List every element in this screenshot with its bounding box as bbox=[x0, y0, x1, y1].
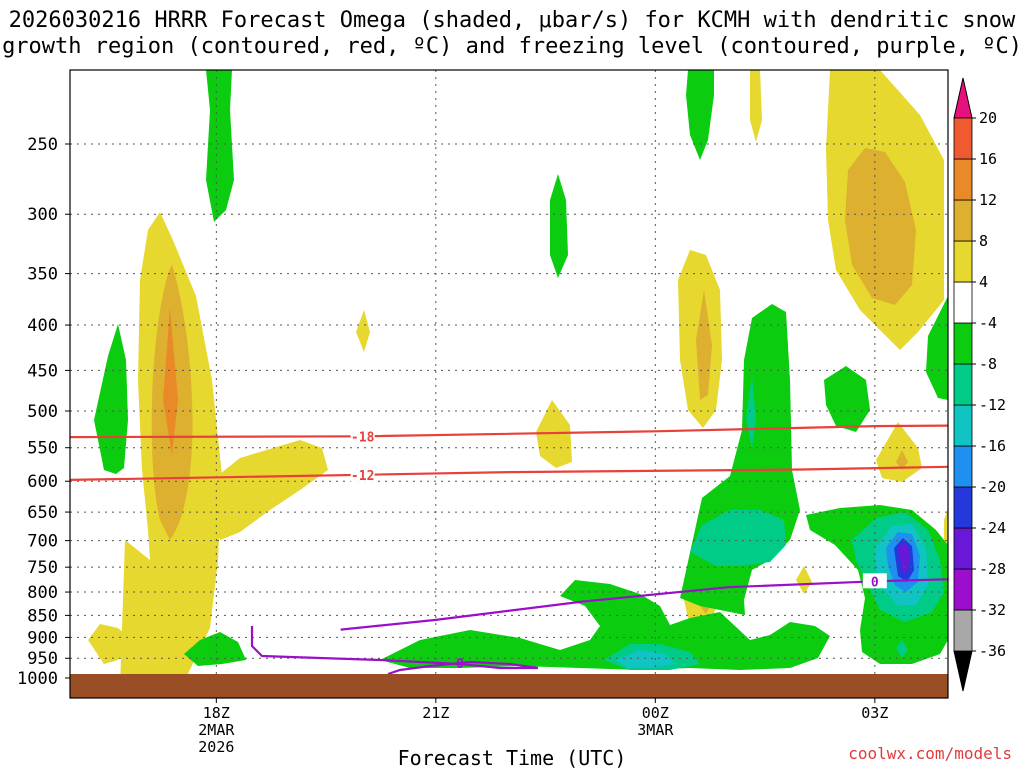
omega-region-10 bbox=[88, 624, 134, 664]
colorbar-label-4: -20 bbox=[979, 478, 1006, 496]
contour-label-bg-1-0 bbox=[350, 428, 375, 444]
colorbar-swatch-0 bbox=[953, 609, 973, 652]
contour-label-2-0: 0 bbox=[871, 575, 879, 590]
y-tick-label-750: 750 bbox=[27, 558, 58, 578]
contour-line-1 bbox=[70, 424, 948, 439]
x-tick-label-3-0: 21Z bbox=[422, 704, 449, 722]
x-tick-label-9-0: 03Z bbox=[861, 704, 888, 722]
y-tick-label-950: 950 bbox=[27, 649, 58, 669]
colorbar-label-2: -28 bbox=[979, 560, 1006, 578]
colorbar-swatch-9 bbox=[953, 240, 973, 283]
colorbar-swatch-10 bbox=[953, 199, 973, 242]
omega-region-27 bbox=[690, 510, 786, 566]
omega-region-12 bbox=[845, 148, 916, 305]
chart-title-line1: 2026030216 HRRR Forecast Omega (shaded, … bbox=[8, 8, 1016, 33]
y-tick-label-250: 250 bbox=[27, 135, 58, 155]
omega-region-13 bbox=[750, 70, 762, 142]
y-tick-label-700: 700 bbox=[27, 532, 58, 552]
y-tick-label-850: 850 bbox=[27, 606, 58, 626]
colorbar-label-5: -16 bbox=[979, 437, 1006, 455]
omega-region-3 bbox=[200, 440, 328, 540]
colorbar-label-13: 20 bbox=[979, 109, 997, 127]
omega-region-22 bbox=[686, 70, 714, 160]
colorbar-swatch-3 bbox=[953, 486, 973, 529]
colorbar-label-3: -24 bbox=[979, 519, 1006, 537]
y-tick-label-600: 600 bbox=[27, 472, 58, 492]
colorbar-swatch-8 bbox=[953, 281, 973, 324]
x-axis-label: Forecast Time (UTC) bbox=[397, 746, 627, 770]
colorbar-label-9: 4 bbox=[979, 273, 988, 291]
y-tick-label-800: 800 bbox=[27, 583, 58, 603]
plot-frame bbox=[69, 69, 949, 699]
omega-region-20 bbox=[184, 632, 246, 666]
omega-region-21 bbox=[550, 174, 568, 278]
omega-region-23 bbox=[380, 580, 830, 670]
omega-region-4 bbox=[356, 310, 370, 352]
contour-label-bg-0-0 bbox=[350, 466, 375, 482]
colorbar-swatch-11 bbox=[953, 158, 973, 201]
x-tick-label-0-1: 2MAR bbox=[198, 721, 235, 739]
x-tick-label-6-1: 3MAR bbox=[637, 721, 674, 739]
y-tick-label-1000: 1000 bbox=[17, 669, 58, 689]
y-tick-label-350: 350 bbox=[27, 265, 58, 285]
omega-region-34 bbox=[898, 542, 910, 574]
colorbar-label-7: -8 bbox=[979, 355, 997, 373]
omega-region-35 bbox=[824, 366, 870, 432]
omega-region-2 bbox=[163, 308, 178, 455]
contour-label-bg-2-0 bbox=[862, 573, 887, 589]
colorbar-swatch-1 bbox=[953, 568, 973, 611]
colorbar-label-12: 16 bbox=[979, 150, 997, 168]
contour-line-0 bbox=[70, 465, 948, 481]
colorbar-swatch-6 bbox=[953, 363, 973, 406]
x-tick-label-0-0: 18Z bbox=[203, 704, 230, 722]
colorbar-label-1: -32 bbox=[979, 601, 1006, 619]
omega-region-18 bbox=[206, 70, 234, 222]
omega-region-7 bbox=[696, 290, 712, 400]
omega-region-25 bbox=[616, 650, 675, 668]
contour-label-0-0: -12 bbox=[351, 469, 374, 484]
contour-label-freezing-lower: 0 bbox=[456, 657, 464, 672]
colorbar-swatch-5 bbox=[953, 404, 973, 447]
colorbar-label-11: 12 bbox=[979, 191, 997, 209]
omega-region-37 bbox=[896, 640, 908, 658]
y-tick-label-300: 300 bbox=[27, 205, 58, 225]
y-tick-label-500: 500 bbox=[27, 402, 58, 422]
colorbar-swatch-2 bbox=[953, 527, 973, 570]
omega-region-15 bbox=[896, 450, 908, 470]
terrain-ground bbox=[70, 674, 948, 698]
colorbar-swatch-4 bbox=[953, 445, 973, 488]
colorbar-label-10: 8 bbox=[979, 232, 988, 250]
colorbar-under-arrow bbox=[953, 650, 973, 692]
colorbar-label-0: -36 bbox=[979, 642, 1006, 660]
x-tick-label-6-0: 00Z bbox=[642, 704, 669, 722]
colorbar-over-arrow bbox=[953, 77, 973, 119]
y-tick-label-400: 400 bbox=[27, 316, 58, 336]
site-credit: coolwx.com/models bbox=[848, 744, 1012, 763]
colorbar-swatch-7 bbox=[953, 322, 973, 365]
contour-line-freezing-lower bbox=[250, 626, 539, 676]
omega-region-16 bbox=[796, 566, 812, 594]
y-tick-label-550: 550 bbox=[27, 439, 58, 459]
colorbar-label-8: -4 bbox=[979, 314, 997, 332]
y-tick-label-900: 900 bbox=[27, 628, 58, 648]
chart-title-line2: growth region (contoured, red, ºC) and f… bbox=[2, 34, 1022, 59]
y-tick-label-450: 450 bbox=[27, 361, 58, 381]
contour-label-1-0: -18 bbox=[351, 430, 375, 445]
colorbar-swatch-12 bbox=[953, 117, 973, 160]
colorbar-label-6: -12 bbox=[979, 396, 1006, 414]
x-tick-label-0-2: 2026 bbox=[198, 738, 234, 756]
y-tick-label-650: 650 bbox=[27, 503, 58, 523]
omega-region-36 bbox=[926, 296, 948, 400]
